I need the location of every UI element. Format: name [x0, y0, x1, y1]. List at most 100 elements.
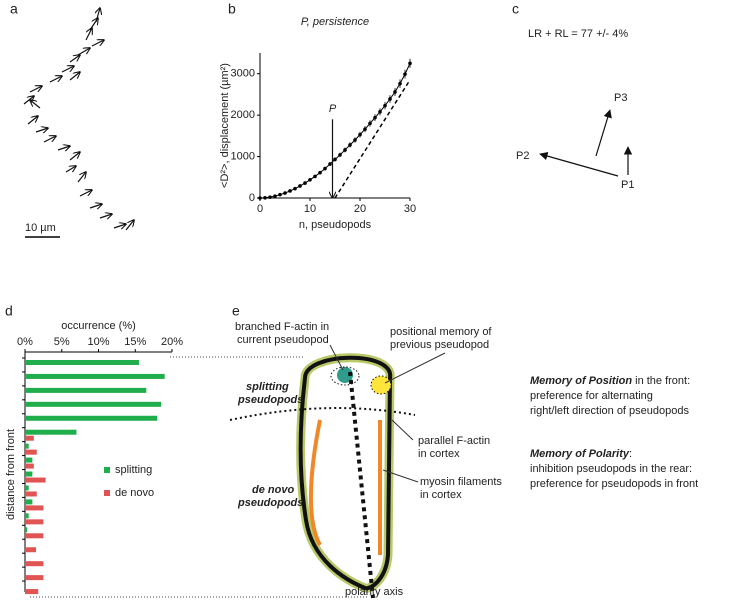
memory-text: inhibition pseudopods in the rear:	[530, 463, 692, 475]
point	[268, 195, 272, 199]
annotation: myosin filaments	[420, 476, 502, 488]
scale-bar-label: 10 µm	[25, 222, 56, 234]
point	[293, 186, 297, 191]
legend-swatch	[104, 467, 110, 473]
point	[303, 181, 307, 185]
x-tick-label: 0%	[17, 336, 33, 348]
point	[283, 191, 287, 195]
y-axis-label: <D²>, displacement (µm²)	[219, 63, 231, 188]
point	[263, 195, 267, 200]
trajectory	[23, 8, 134, 231]
bar	[25, 533, 44, 539]
point	[323, 166, 327, 171]
bar	[25, 435, 34, 441]
bar	[25, 373, 165, 379]
memory-text: Memory of Polarity:	[530, 448, 632, 460]
bar	[25, 449, 37, 455]
point	[313, 174, 317, 179]
bar	[25, 457, 33, 463]
memory-title: Memory of Polarity	[530, 448, 630, 460]
arrow	[539, 152, 619, 177]
point	[393, 90, 397, 94]
panel-label: d	[5, 303, 13, 319]
annotation: splitting	[246, 381, 289, 393]
point	[368, 121, 372, 126]
bar	[25, 360, 139, 365]
bar	[25, 415, 158, 421]
legend-swatch	[104, 490, 110, 496]
annotation: in cortex	[418, 448, 460, 460]
annotation: pseudopods	[237, 394, 303, 406]
bar	[25, 547, 37, 553]
panel-label: b	[228, 1, 236, 17]
annotation: P	[329, 103, 337, 115]
memory-text: Memory of Position in the front:	[530, 375, 690, 387]
memory-text: :	[629, 448, 632, 460]
y-tick-label: 0	[249, 192, 255, 204]
point	[388, 97, 392, 101]
bar	[25, 499, 33, 505]
cell	[229, 344, 446, 599]
bar	[25, 477, 46, 483]
fit-line	[334, 79, 411, 199]
point	[348, 143, 352, 147]
annotation: branched F-actin in	[235, 321, 329, 333]
panel-label: a	[10, 1, 18, 17]
point	[373, 115, 377, 120]
bar	[25, 387, 147, 393]
x-tick-label: 5%	[54, 336, 70, 348]
bar	[25, 491, 37, 497]
bar	[25, 443, 29, 449]
x-tick-label: 10%	[87, 336, 109, 348]
point	[378, 110, 382, 114]
bar	[25, 485, 29, 491]
annotation: current pseudopod	[237, 334, 329, 346]
point	[298, 184, 302, 188]
memory-text: preference for pseudopods in front	[530, 478, 698, 490]
bar	[25, 505, 44, 511]
point	[358, 132, 362, 137]
x-tick-label: 10	[304, 203, 316, 215]
annotation: pseudopods	[237, 497, 303, 509]
point	[278, 192, 282, 197]
point	[308, 177, 312, 182]
bar	[25, 575, 44, 581]
point	[288, 189, 292, 193]
legend-label: de novo	[115, 487, 154, 499]
memory-text: right/left direction of pseudopods	[530, 405, 689, 417]
point	[403, 72, 407, 76]
x-tick-label: 15%	[124, 336, 146, 348]
bar	[25, 429, 77, 435]
bar	[25, 513, 29, 519]
point	[353, 138, 357, 142]
bar	[25, 561, 44, 567]
panel-label: e	[232, 303, 240, 319]
y-tick-label: 1000	[231, 150, 255, 162]
bar	[25, 471, 33, 477]
x-tick-label: 0	[257, 203, 263, 215]
bar	[25, 463, 34, 469]
annotation: positional memory of	[390, 326, 492, 338]
point	[258, 196, 262, 200]
point	[343, 148, 347, 152]
point	[318, 170, 322, 175]
x-axis-label: occurrence (%)	[61, 320, 136, 332]
vector-label: P2	[516, 150, 529, 162]
bar	[25, 401, 161, 407]
point	[363, 127, 367, 132]
point	[333, 157, 337, 162]
vector-label: P1	[621, 179, 634, 191]
annotation: in cortex	[420, 489, 462, 501]
x-tick-label: 20%	[161, 336, 183, 348]
point	[398, 81, 402, 86]
memory-text: preference for alternating	[530, 390, 653, 402]
x-axis-label: n, pseudopods	[299, 219, 372, 231]
y-tick-label: 3000	[231, 68, 255, 80]
bar	[25, 527, 28, 533]
arrow	[595, 109, 612, 157]
y-axis-label: distance from front	[5, 429, 17, 520]
bar	[25, 519, 44, 525]
panel-label: c	[512, 1, 519, 17]
data-line	[259, 63, 411, 199]
point	[408, 61, 412, 66]
